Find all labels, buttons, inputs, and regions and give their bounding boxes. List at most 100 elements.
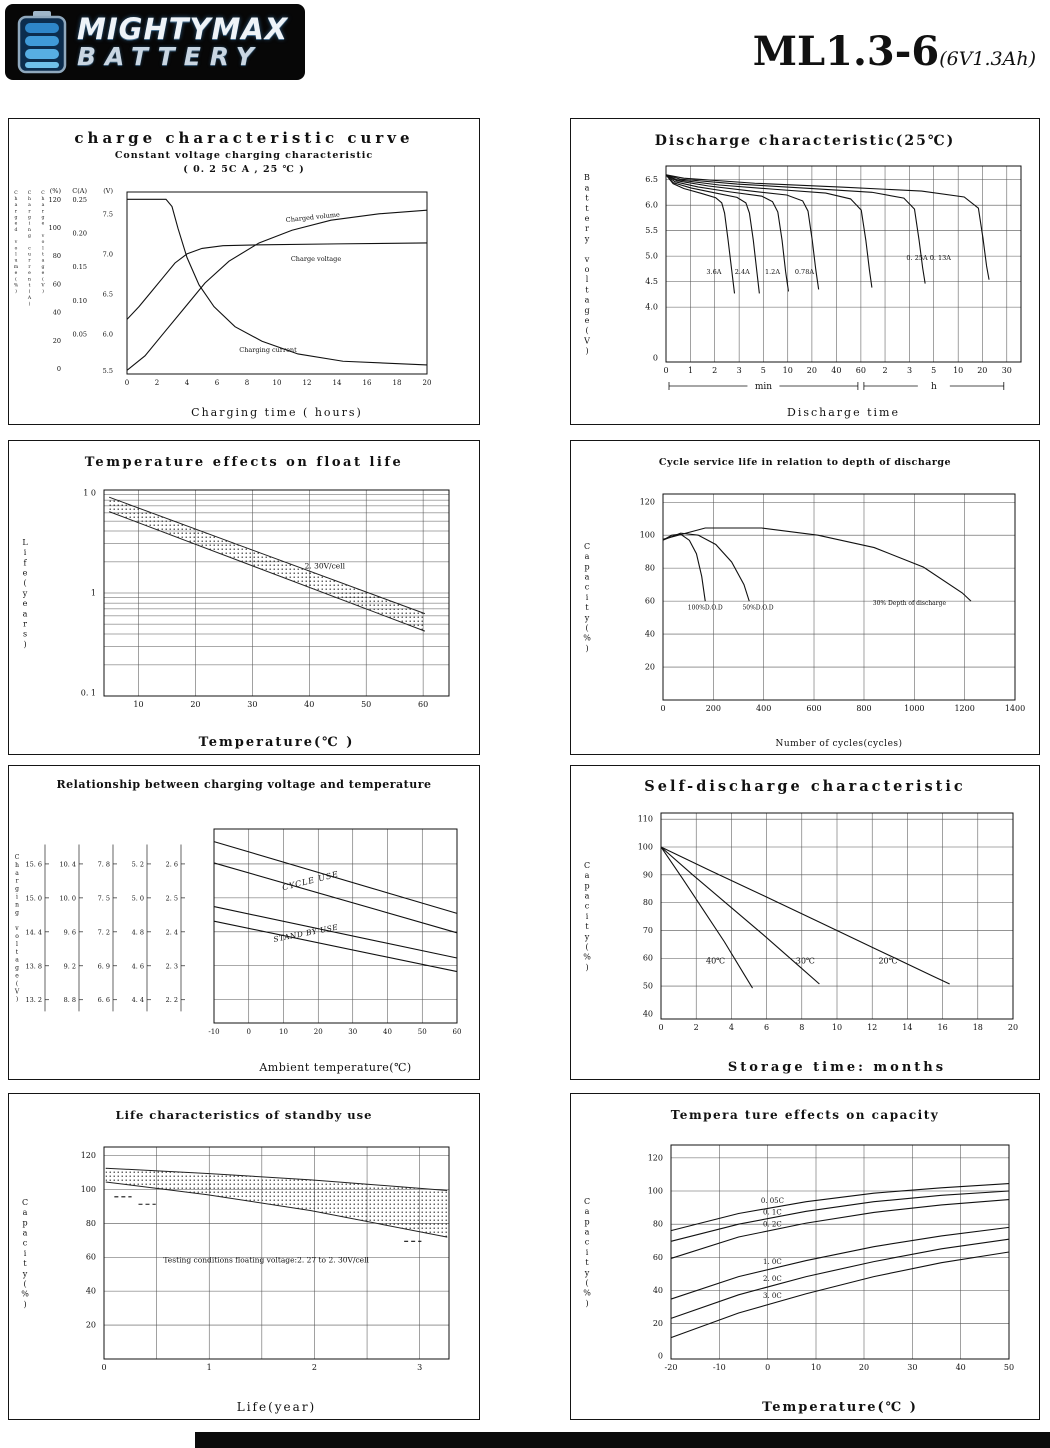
x-tick-label: 5	[931, 366, 936, 375]
y-tick-label: 10. 4	[59, 860, 76, 868]
y-tick-label: 20	[53, 337, 61, 345]
x-tick-label: 40	[831, 366, 841, 375]
y-tick-label: 7. 2	[98, 928, 110, 936]
y-tick-label: 40	[653, 1286, 663, 1295]
y-tick-label: 6.0	[103, 330, 113, 338]
y-tick-label: 9. 2	[64, 962, 76, 970]
y-tick-label: 60	[86, 1253, 96, 1262]
y-tick-label: 6. 9	[98, 962, 110, 970]
x-tick-label: 8	[245, 379, 249, 387]
series-30-d-o-d	[662, 527, 972, 602]
plot-border	[126, 191, 428, 375]
x-tick-label: 20	[1008, 1023, 1018, 1032]
panel-float-life: Temperature effects on float life 10 20 30…	[8, 440, 480, 755]
x-tick-label: 16	[938, 1023, 948, 1032]
x-tick-label: 18	[393, 379, 402, 387]
y-tick-label: 40	[643, 1009, 653, 1018]
chart-title: Temperature effects on float life	[84, 455, 404, 470]
y-tick-label: 80	[86, 1219, 96, 1228]
x-tick-label: 2	[882, 366, 887, 375]
y-tick-label: 80	[643, 898, 653, 907]
y-tick-label: 100	[640, 531, 655, 540]
annotation: 30℃	[796, 956, 815, 965]
y-tick-label: 2. 3	[166, 962, 178, 970]
plot-border	[213, 828, 458, 1024]
series-stand-by-upper	[213, 906, 458, 959]
x-tick-label: 3	[417, 1363, 422, 1372]
chart-title: Life characteristics of standby use	[115, 1108, 373, 1122]
y-tick-label: 4. 8	[132, 928, 144, 936]
model-number: ML1.3-6	[752, 28, 940, 75]
chart-subtitle: ( 0. 2 5C A , 25 ℃ )	[183, 164, 305, 175]
x-tick-label: 30	[907, 1363, 917, 1372]
x-tick-label: 60	[418, 700, 428, 709]
series-2-4a	[665, 174, 760, 294]
x-tick-label: 0	[658, 1023, 663, 1032]
x-tick-label: 8	[799, 1023, 804, 1032]
y-tick-label: 80	[645, 564, 655, 573]
y-tick-label: 50	[643, 982, 653, 991]
y-tick-label: 10. 0	[59, 894, 76, 902]
series-curve5	[665, 174, 873, 288]
y-tick-label: 40	[86, 1287, 96, 1296]
y-tick-label: 0	[653, 354, 658, 363]
y-tick-label: 20	[645, 663, 655, 672]
y-tick-label: 2. 4	[166, 928, 178, 936]
series-40c	[660, 846, 753, 989]
x-tick-label: 4	[185, 379, 190, 387]
y-tick-label: 0.15	[73, 263, 87, 271]
annotation: 0. 2C	[763, 1220, 782, 1228]
y-tick-label: 6. 6	[98, 996, 110, 1004]
annotation: 0. 05C	[761, 1197, 784, 1205]
y-tick-label: 120	[81, 1151, 96, 1160]
y-tick-label: 5. 2	[132, 860, 144, 868]
y-tick-label: 6.5	[645, 175, 658, 184]
annotation: 1.2A	[765, 268, 780, 276]
chart-title: Tempera ture effects on capacity	[670, 1108, 940, 1122]
x-tick-label: 10	[783, 366, 793, 375]
brand-line2: BATTERY	[77, 42, 263, 72]
y-tick-label: 7.5	[103, 210, 113, 218]
x-tick-label: 10	[279, 1028, 288, 1036]
x-tick-label: 1	[207, 1363, 212, 1372]
chart-subtitle: Constant voltage charging characteristic	[114, 150, 374, 161]
x-tick-label: -10	[208, 1028, 219, 1036]
model-header: ML1.3-6(6V1.3Ah)	[753, 28, 1036, 75]
annotation: 100%D.O.D	[688, 604, 723, 611]
y-tick-label: 15. 6	[25, 860, 42, 868]
chart-title: Discharge characteristic(25℃)	[654, 133, 956, 149]
x-tick-label: 50	[361, 700, 371, 709]
y-tick-label: 15. 0	[25, 894, 42, 902]
annotation: 2.4A	[735, 268, 750, 276]
x-tick-label: 16	[363, 379, 372, 387]
series-50-d-o-d	[662, 532, 750, 602]
x-tick-label: -10	[713, 1363, 726, 1372]
band	[109, 497, 425, 632]
chart-title: charge characteristic curve	[74, 129, 414, 147]
x-tick-label: 0	[663, 366, 668, 375]
series-3-6a	[665, 174, 736, 294]
x-tick-label: 60	[453, 1028, 462, 1036]
band-edge	[109, 496, 426, 615]
charging-voltage-temperature-chart: -10 0 10 20 30 40 50 60 15. 6 15. 0 14. 4 13. 8 13. …	[14, 828, 462, 1074]
y-tick-label: 5.0	[645, 252, 658, 261]
x-tick-label: 50	[418, 1028, 427, 1036]
annotation: Charge voltage	[291, 255, 342, 263]
annotation: 30% Depth of discharge	[873, 600, 947, 607]
plot-border	[103, 489, 450, 697]
bracket-label: h	[931, 382, 937, 392]
series-0-1c	[670, 1190, 1010, 1242]
x-tick-label: 20	[314, 1028, 323, 1036]
y-tick-label: 60	[643, 954, 653, 963]
x-tick-label: 3	[737, 366, 742, 375]
x-tick-label: 0	[247, 1028, 251, 1036]
cycle-life-chart: 0 200 400 600 800 1000 1200 1400 120 100 80 60 40 20 N…	[583, 493, 1025, 749]
annotation: 20℃	[878, 956, 897, 965]
series-0-05c	[670, 1182, 1010, 1232]
brand-line1: MIGHTYMAX	[77, 11, 289, 46]
